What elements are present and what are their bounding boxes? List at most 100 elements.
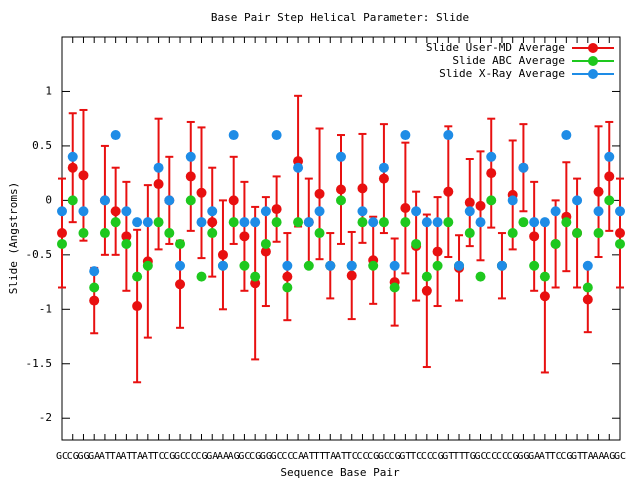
point <box>475 217 486 228</box>
point <box>325 260 336 271</box>
legend-label: Slide X-Ray Average <box>439 67 565 80</box>
x-tick-label: GT <box>571 451 583 462</box>
point <box>464 197 475 208</box>
point <box>378 173 389 184</box>
x-tick-label: GG <box>77 451 89 462</box>
x-tick-label: CG <box>195 451 207 462</box>
point <box>593 186 604 197</box>
x-tick-label: AG <box>228 451 240 462</box>
point <box>217 260 228 271</box>
point <box>250 217 261 228</box>
point <box>604 195 615 206</box>
point <box>142 260 153 271</box>
x-tick-label: CC <box>421 451 433 462</box>
point <box>121 206 132 217</box>
point <box>260 206 271 217</box>
point <box>604 171 615 182</box>
x-tick-label: TA <box>131 451 143 462</box>
legend-label: Slide User-MD Average <box>426 41 565 54</box>
point <box>518 217 529 228</box>
x-tick-label: GT <box>442 451 454 462</box>
point <box>475 200 486 211</box>
x-tick-label: AT <box>539 451 551 462</box>
point <box>615 228 625 239</box>
point <box>175 279 186 290</box>
x-tick-label: CG <box>67 451 79 462</box>
x-tick-label: GC <box>474 451 486 462</box>
point <box>228 217 239 228</box>
point <box>378 217 389 228</box>
point <box>336 151 346 162</box>
point <box>78 228 89 239</box>
point <box>443 130 454 141</box>
point <box>185 151 196 162</box>
x-tick-label: CG <box>507 451 519 462</box>
point <box>357 206 368 217</box>
x-tick-label: CA <box>292 451 304 462</box>
x-tick-label: TC <box>153 451 165 462</box>
point <box>239 260 250 271</box>
x-tick-label: CG <box>367 451 379 462</box>
point <box>228 195 239 206</box>
point <box>443 217 454 228</box>
point <box>572 195 583 206</box>
point <box>196 271 207 282</box>
point <box>132 301 143 312</box>
y-tick-label: 0 <box>45 193 52 206</box>
point <box>443 186 454 197</box>
point <box>110 217 121 228</box>
x-tick-label: GC <box>174 451 186 462</box>
point <box>346 270 357 281</box>
point <box>78 206 89 217</box>
point <box>368 260 379 271</box>
point <box>346 260 357 271</box>
point <box>196 187 207 198</box>
point <box>164 228 175 239</box>
chart-title: Base Pair Step Helical Parameter: Slide <box>211 11 469 24</box>
point <box>550 238 561 249</box>
point <box>539 291 550 302</box>
legend-marker <box>588 69 598 79</box>
x-tick-label: AA <box>217 451 229 462</box>
y-tick-label: 0.5 <box>32 139 52 152</box>
point <box>271 204 282 215</box>
point <box>282 282 293 293</box>
point <box>582 294 593 305</box>
point <box>250 271 261 282</box>
point <box>207 217 218 228</box>
x-tick-label: AA <box>593 451 605 462</box>
x-tick-label: GC <box>56 451 68 462</box>
point <box>432 217 443 228</box>
point <box>539 217 550 228</box>
point <box>99 228 110 239</box>
point <box>550 206 561 217</box>
y-axis-label: Slide (Angstroms) <box>7 182 20 295</box>
point <box>196 217 207 228</box>
point <box>153 217 164 228</box>
x-tick-label: CC <box>185 451 197 462</box>
x-tick-label: TC <box>346 451 358 462</box>
x-tick-label: CC <box>485 451 497 462</box>
point <box>357 183 368 194</box>
point <box>529 260 540 271</box>
x-tick-label: GG <box>517 451 529 462</box>
point <box>142 217 153 228</box>
x-tick-label: TC <box>410 451 422 462</box>
x-tick-label: GC <box>614 451 626 462</box>
point <box>303 217 314 228</box>
point <box>314 206 325 217</box>
x-tick-label: AT <box>303 451 315 462</box>
y-tick-label: -1 <box>39 302 52 315</box>
x-tick-label: GA <box>88 451 100 462</box>
x-tick-label: AT <box>99 451 111 462</box>
point <box>67 195 78 206</box>
point <box>368 217 379 228</box>
point <box>282 260 293 271</box>
point <box>421 285 432 296</box>
point <box>121 238 132 249</box>
x-tick-label: GA <box>528 451 540 462</box>
point <box>303 260 314 271</box>
x-tick-label: CC <box>356 451 368 462</box>
y-tick-label: -1.5 <box>26 357 53 370</box>
